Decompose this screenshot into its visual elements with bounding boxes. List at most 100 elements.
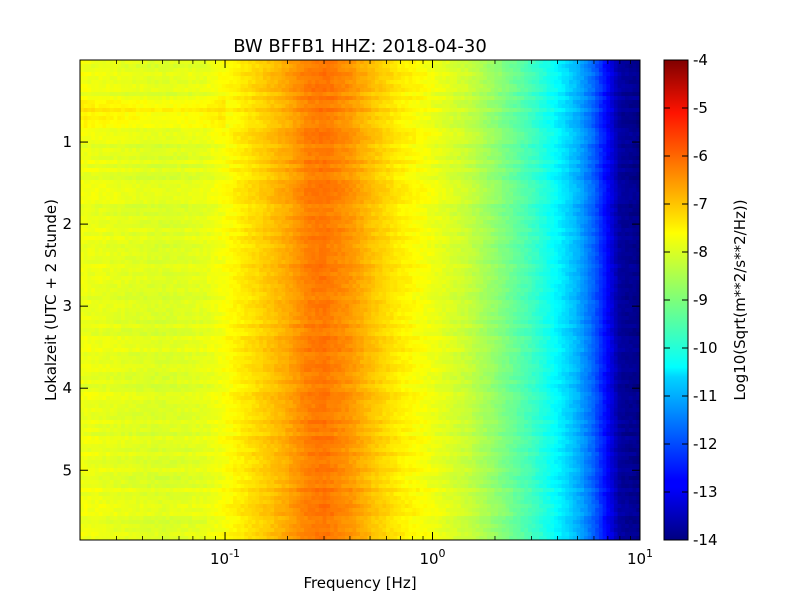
heatmap-cell [233,100,238,105]
chart-title: BW BFFB1 HHZ: 2018-04-30 [233,36,487,57]
heatmap-cell [98,100,103,105]
heatmap-cell [177,168,182,173]
heatmap-cell [221,296,227,301]
heatmap-cell [177,132,182,137]
heatmap-cell [132,524,137,529]
heatmap-cell [195,200,201,205]
heatmap-cell [143,292,148,297]
heatmap-cell [139,396,145,401]
heatmap-cell [128,88,133,93]
heatmap-cell [229,536,234,540]
heatmap-cell [192,192,197,197]
heatmap-cell [218,504,223,509]
heatmap-cell [225,400,230,405]
heatmap-cell [147,404,152,409]
heatmap-cell [80,256,85,261]
heatmap-cell [136,148,141,153]
heatmap-cell [132,372,137,377]
heatmap-cell [203,464,208,469]
heatmap-cell [192,236,197,241]
heatmap-cell [203,100,208,105]
heatmap-cell [203,484,208,489]
heatmap-cell [210,168,215,173]
heatmap-cell [184,92,189,97]
heatmap-cell [218,340,223,345]
heatmap-cell [210,536,215,540]
heatmap-cell [87,432,92,437]
heatmap-cell [143,496,148,501]
heatmap-cell [206,476,212,481]
heatmap-cell [80,232,85,237]
heatmap-cell [184,312,189,317]
heatmap-cell [83,452,89,457]
heatmap-cell [188,440,193,445]
heatmap-cell [109,236,115,241]
heatmap-cell [150,536,156,540]
heatmap-cell [169,432,174,437]
heatmap-cell [233,316,238,321]
heatmap-cell [154,432,159,437]
heatmap-cell [91,372,96,377]
heatmap-cell [165,220,171,225]
heatmap-cell [162,384,167,389]
heatmap-cell [184,124,189,129]
heatmap-cell [177,188,182,193]
heatmap-cell [206,136,212,141]
heatmap-cell [195,512,201,517]
heatmap-cell [136,344,141,349]
heatmap-cell [154,84,159,89]
heatmap-cell [206,456,212,461]
heatmap-cell [214,92,219,97]
heatmap-cell [162,120,167,125]
heatmap-cell [210,176,215,181]
heatmap-cell [180,392,186,397]
heatmap-cell [218,272,223,277]
heatmap-cell [158,280,163,285]
heatmap-cell [162,256,167,261]
heatmap-cell [128,220,133,225]
heatmap-cell [199,100,204,105]
heatmap-cell [180,444,186,449]
heatmap-cell [162,420,167,425]
heatmap-cell [94,472,100,477]
heatmap-cell [139,300,145,305]
heatmap-cell [177,180,182,185]
heatmap-cell [177,152,182,157]
heatmap-cell [195,288,201,293]
heatmap-cell [184,140,189,145]
heatmap-cell [83,184,89,189]
heatmap-cell [158,472,163,477]
heatmap-cell [162,468,167,473]
heatmap-cell [184,148,189,153]
heatmap-cell [94,136,100,141]
heatmap-cell [113,148,118,153]
heatmap-cell [117,152,122,157]
heatmap-cell [214,176,219,181]
heatmap-cell [199,456,204,461]
heatmap-cell [147,260,152,265]
heatmap-cell [102,80,107,85]
heatmap-cell [128,364,133,369]
heatmap-cell [106,60,111,65]
heatmap-cell [233,248,238,253]
heatmap-cell [94,348,100,353]
heatmap-cell [210,484,215,489]
heatmap-cell [162,136,167,141]
heatmap-cell [221,208,227,213]
heatmap-cell [173,236,178,241]
heatmap-cell [158,284,163,289]
heatmap-cell [94,80,100,85]
heatmap-cell [210,388,215,393]
heatmap-cell [150,252,156,257]
heatmap-cell [225,512,230,517]
heatmap-cell [80,272,85,277]
heatmap-cell [132,280,137,285]
heatmap-cell [139,204,145,209]
heatmap-cell [180,420,186,425]
heatmap-cell [229,292,234,297]
heatmap-cell [162,264,167,269]
heatmap-cell [233,224,238,229]
heatmap-cell [195,436,201,441]
heatmap-cell [195,252,201,257]
heatmap-cell [162,536,167,540]
